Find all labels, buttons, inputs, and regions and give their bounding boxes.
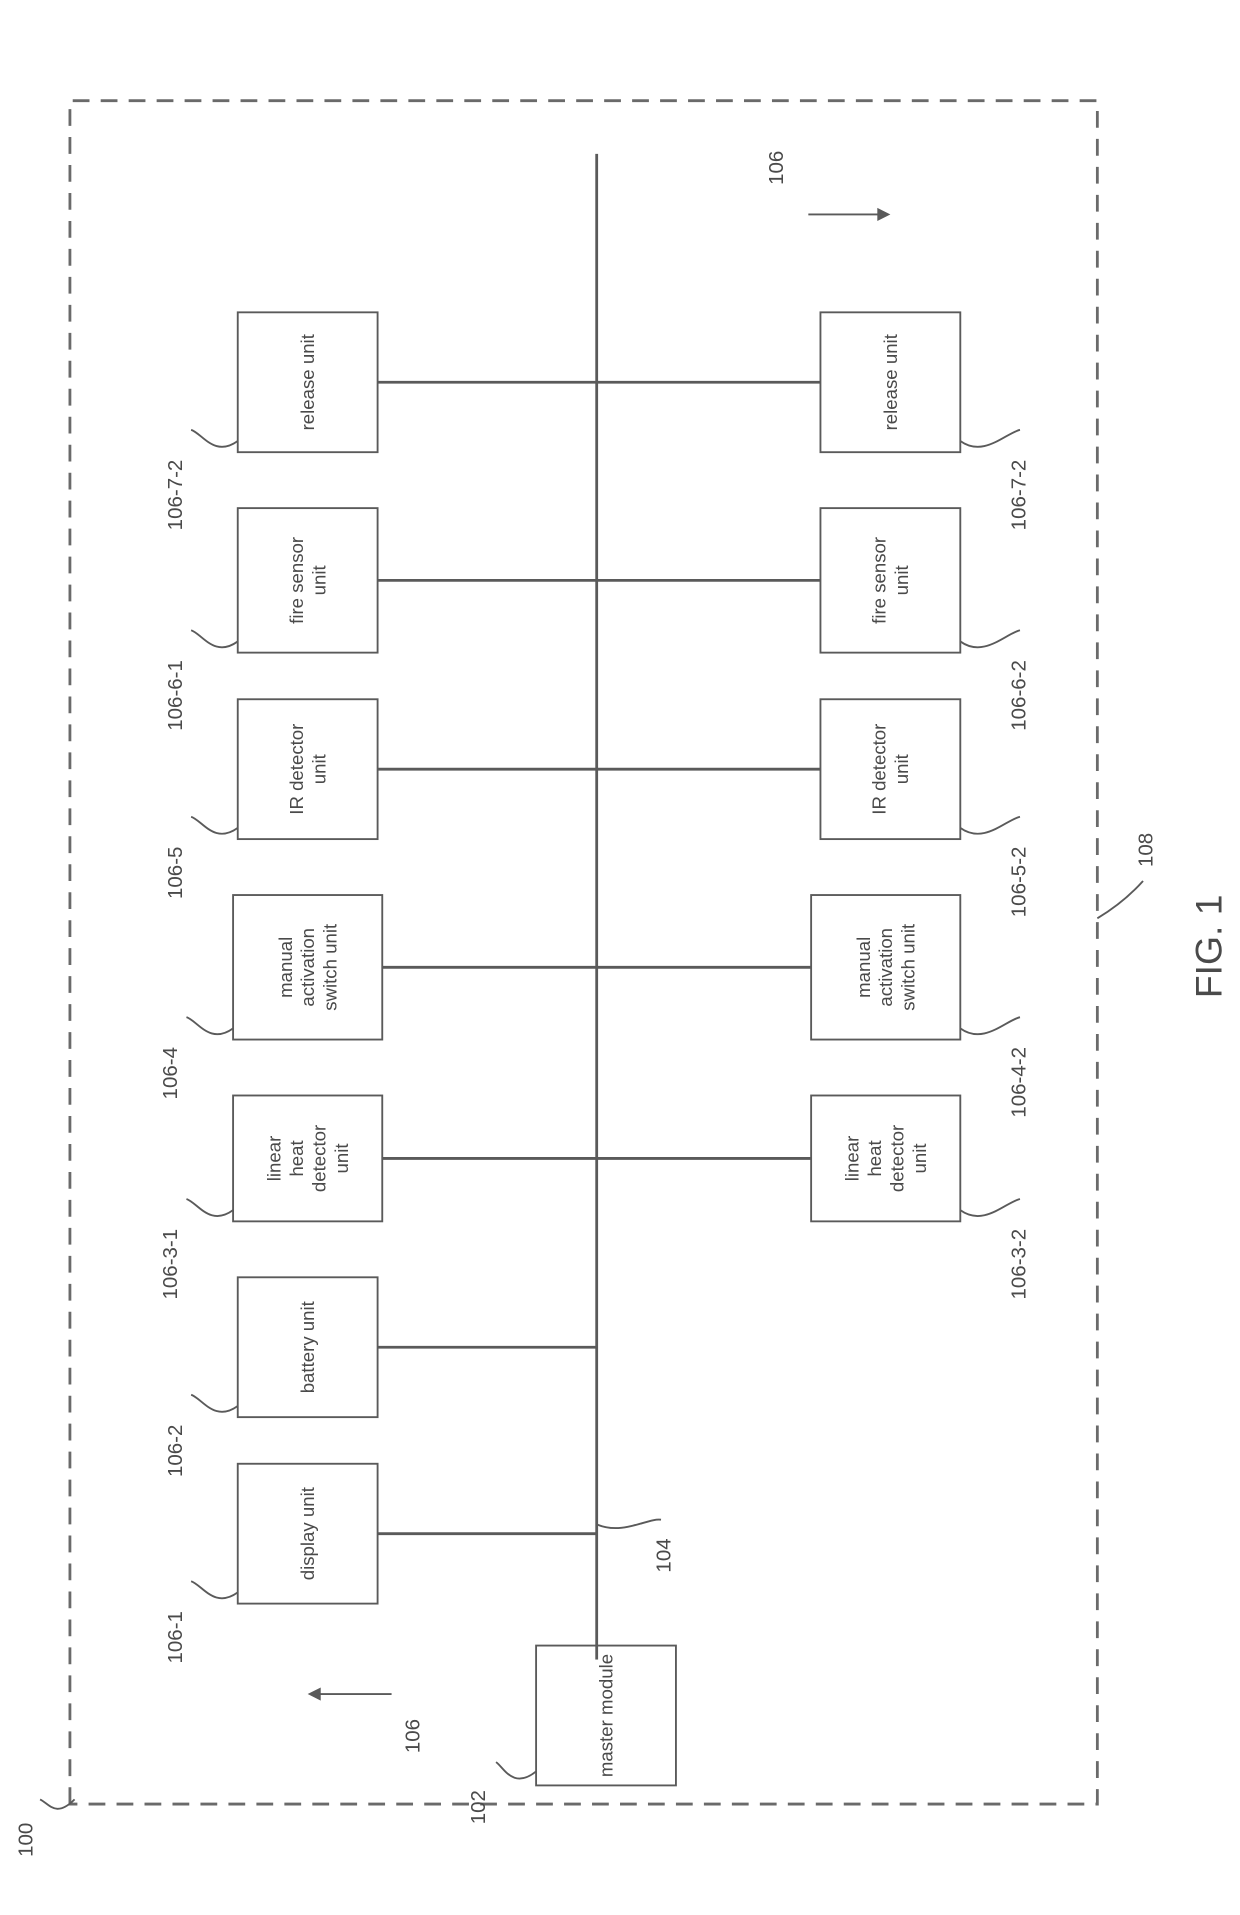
arrow-106-lower: [877, 208, 890, 221]
box-label-lhd: detector: [308, 1125, 329, 1192]
box-label-lhd: unit: [331, 1143, 352, 1174]
ref-firesensor2: 106-6-2: [1008, 660, 1031, 731]
ref-108: 108: [1134, 833, 1157, 867]
ref-release2: 106-7-2: [1008, 460, 1031, 531]
box-label-firesensor2: unit: [891, 565, 912, 596]
box-label-mas: manual: [275, 937, 296, 998]
box-label-mas: switch unit: [320, 923, 341, 1011]
arrow-106-upper: [308, 1688, 321, 1701]
ref-mas2: 106-4-2: [1008, 1047, 1031, 1118]
box-label-lhd2: linear: [842, 1136, 863, 1182]
box-label-lhd2: detector: [886, 1125, 907, 1192]
box-label-mas2: switch unit: [898, 923, 919, 1011]
ref-firesensor: 106-6-1: [164, 660, 187, 731]
ref-display: 106-1: [164, 1611, 187, 1663]
ref-release: 106-7-2: [164, 460, 187, 531]
ref-ir2: 106-5-2: [1008, 847, 1031, 918]
box-label-display: display unit: [297, 1486, 318, 1580]
box-label-mas2: activation: [875, 928, 896, 1007]
ref-106-lower: 106: [765, 151, 788, 185]
ref-battery: 106-2: [164, 1425, 187, 1477]
box-label-ir: IR detector: [286, 724, 307, 815]
ref-106-upper: 106: [402, 1719, 425, 1753]
box-label-release2: release unit: [880, 333, 901, 430]
ref-ir: 106-5: [164, 847, 187, 899]
box-label-lhd2: unit: [909, 1143, 930, 1174]
box-label-mas2: manual: [853, 937, 874, 998]
box-label-lhd2: heat: [864, 1139, 885, 1176]
box-label-lhd: linear: [264, 1136, 285, 1182]
box-label-ir2: IR detector: [869, 724, 890, 815]
ref-104: 104: [652, 1538, 675, 1572]
ref-100: 100: [15, 1823, 38, 1857]
ref-mas: 106-4: [159, 1047, 182, 1099]
box-label-ir2: unit: [891, 753, 912, 784]
ref-lhd2: 106-3-2: [1008, 1229, 1031, 1300]
master-module-label: master module: [596, 1654, 617, 1777]
diagram-svg: master module 102 display unit 106-1 battery…: [0, 0, 1240, 1915]
box-label-firesensor: fire sensor: [286, 537, 307, 624]
figure-label: FIG. 1: [1187, 895, 1229, 999]
box-label-firesensor: unit: [308, 565, 329, 596]
ref-lhd: 106-3-1: [159, 1229, 182, 1300]
box-label-lhd: heat: [286, 1139, 307, 1176]
box-label-firesensor2: fire sensor: [869, 537, 890, 624]
box-label-release: release unit: [297, 333, 318, 430]
box-label-mas: activation: [297, 928, 318, 1007]
box-label-ir: unit: [308, 753, 329, 784]
box-label-battery: battery unit: [297, 1300, 318, 1393]
ref-102: 102: [467, 1790, 490, 1824]
